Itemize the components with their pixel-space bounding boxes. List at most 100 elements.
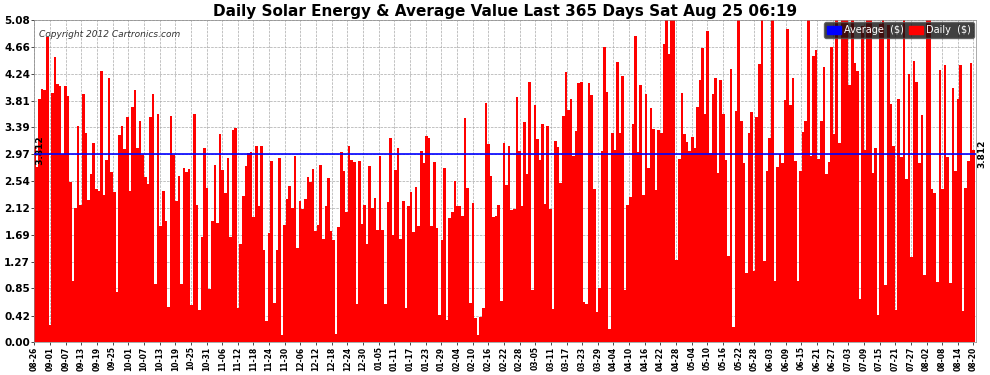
Bar <box>784 100 786 342</box>
Bar <box>934 193 937 342</box>
Bar <box>260 146 262 342</box>
Bar <box>750 112 752 342</box>
Bar <box>657 130 660 342</box>
Bar <box>346 212 347 342</box>
Bar <box>539 160 542 342</box>
Bar <box>884 285 887 342</box>
Bar <box>733 327 735 342</box>
Bar <box>159 226 162 342</box>
Bar <box>601 152 603 342</box>
Bar <box>696 107 699 342</box>
Bar <box>139 121 142 342</box>
Bar <box>619 133 622 342</box>
Bar <box>511 210 513 342</box>
Bar <box>531 290 534 342</box>
Bar <box>725 159 727 342</box>
Bar <box>433 162 436 342</box>
Bar <box>456 206 458 342</box>
Bar <box>229 237 232 342</box>
Bar <box>810 156 812 342</box>
Bar <box>956 99 959 342</box>
Bar <box>524 122 526 342</box>
Bar <box>879 24 882 342</box>
Bar <box>343 171 346 342</box>
Bar <box>203 148 206 342</box>
Legend: Average  ($), Daily  ($): Average ($), Daily ($) <box>824 22 974 38</box>
Bar <box>833 134 836 342</box>
Bar <box>537 139 539 342</box>
Bar <box>887 25 890 342</box>
Bar <box>546 126 549 342</box>
Bar <box>760 20 763 342</box>
Bar <box>426 135 428 342</box>
Bar <box>33 147 36 342</box>
Bar <box>792 78 794 342</box>
Bar <box>384 304 386 342</box>
Bar <box>273 303 275 342</box>
Bar <box>752 271 755 342</box>
Bar <box>402 201 405 342</box>
Bar <box>622 76 624 342</box>
Bar <box>74 209 77 342</box>
Bar <box>647 168 649 342</box>
Bar <box>848 86 851 342</box>
Bar <box>131 107 134 342</box>
Bar <box>428 138 431 342</box>
Bar <box>895 310 897 342</box>
Bar <box>322 239 325 342</box>
Bar <box>771 20 773 342</box>
Bar <box>789 105 792 342</box>
Bar <box>177 176 180 342</box>
Bar <box>371 209 373 342</box>
Bar <box>61 154 64 342</box>
Bar <box>551 309 554 342</box>
Bar <box>245 166 248 342</box>
Bar <box>640 86 642 342</box>
Bar <box>379 156 381 342</box>
Bar <box>56 84 58 342</box>
Bar <box>309 182 312 342</box>
Bar <box>763 261 766 342</box>
Bar <box>627 205 629 342</box>
Bar <box>291 209 294 342</box>
Bar <box>418 225 420 342</box>
Bar <box>209 290 211 342</box>
Bar <box>386 202 389 342</box>
Bar <box>825 174 828 342</box>
Bar <box>312 169 314 342</box>
Bar <box>926 20 929 342</box>
Bar <box>288 186 291 342</box>
Bar <box>802 132 805 342</box>
Bar <box>799 171 802 342</box>
Bar <box>216 224 219 342</box>
Bar <box>441 240 444 342</box>
Bar <box>410 192 412 342</box>
Bar <box>505 185 508 342</box>
Bar <box>851 20 853 342</box>
Bar <box>453 181 456 342</box>
Bar <box>103 195 105 342</box>
Bar <box>175 201 177 342</box>
Bar <box>812 56 815 342</box>
Bar <box>341 152 343 342</box>
Bar <box>794 161 797 342</box>
Bar <box>257 207 260 342</box>
Bar <box>278 158 281 342</box>
Bar <box>448 218 451 342</box>
Bar <box>492 217 495 342</box>
Bar <box>53 57 56 342</box>
Bar <box>916 82 918 342</box>
Bar <box>564 72 567 342</box>
Bar <box>921 115 923 342</box>
Bar <box>797 281 799 342</box>
Bar <box>98 191 100 342</box>
Bar <box>712 94 714 342</box>
Bar <box>890 104 892 342</box>
Bar <box>637 152 640 342</box>
Bar <box>943 64 946 342</box>
Bar <box>654 190 657 342</box>
Bar <box>742 164 745 342</box>
Bar <box>569 99 572 342</box>
Bar <box>554 141 556 342</box>
Bar <box>704 114 707 342</box>
